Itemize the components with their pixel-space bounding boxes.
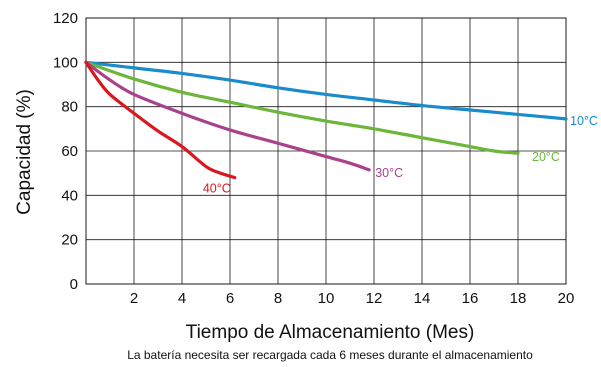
- y-axis-label: Capacidad (%): [14, 89, 35, 215]
- y-tick-label: 100: [53, 54, 78, 71]
- series-line-40c: [84, 60, 237, 180]
- series-label-40c: 40°C: [203, 182, 231, 196]
- y-tick-label: 80: [61, 99, 78, 116]
- y-tick-label: 40: [61, 187, 78, 204]
- x-tick-label: 2: [130, 290, 138, 307]
- x-tick-label: 10: [318, 290, 335, 307]
- series-line-30c: [84, 60, 371, 172]
- series-label-30c: 30°C: [375, 166, 403, 180]
- x-tick-label: 8: [274, 290, 282, 307]
- x-tick-label: 14: [414, 290, 431, 307]
- y-tick-label: 20: [61, 232, 78, 249]
- x-tick-label: 6: [226, 290, 234, 307]
- x-tick-label: 18: [510, 290, 527, 307]
- tick-label-layer: 2 4 6 8 10 12 14 16 18 20 0 20 40 60 80 100 120: [53, 10, 574, 307]
- series-line-20c: [84, 60, 520, 155]
- plot-frame: [85, 17, 567, 285]
- series-layer: 10°C 20°C 30°C 40°C: [84, 60, 598, 196]
- series-line-10c: [84, 60, 568, 121]
- series-label-10c: 10°C: [570, 114, 598, 128]
- recharge-note: La batería necesita ser recargada cada 6…: [127, 348, 533, 362]
- x-tick-label: 4: [178, 290, 186, 307]
- series-label-20c: 20°C: [532, 150, 560, 164]
- x-axis-label: Tiempo de Almacenamiento (Mes): [186, 322, 475, 343]
- y-tick-label: 120: [53, 10, 78, 27]
- x-tick-label: 20: [558, 290, 575, 307]
- y-tick-label: 0: [70, 276, 78, 293]
- y-tick-label: 60: [61, 143, 78, 160]
- x-tick-label: 12: [366, 290, 383, 307]
- x-tick-label: 16: [462, 290, 479, 307]
